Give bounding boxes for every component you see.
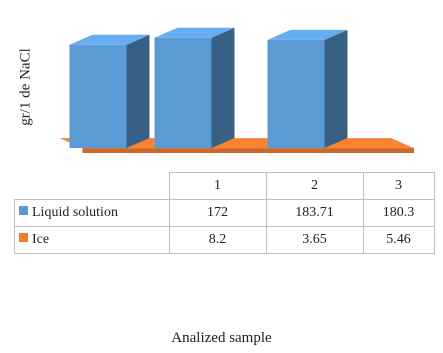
bar-top [69,34,150,45]
y-axis-label: gr/1 de NaCl [17,48,34,126]
bar [267,39,325,148]
table-row-liquid: Liquid solution 172 183.71 180.3 [14,199,435,227]
category-header: 1 [168,172,267,200]
data-label: 172 [168,199,267,227]
series-name: Ice [32,232,50,247]
data-table: 1 2 3 Liquid solution 172 183.71 180.3 I… [14,172,435,254]
series-label-cell: Liquid solution [14,199,170,227]
series-name: Liquid solution [32,205,118,220]
bar-top [154,27,235,38]
table-row-ice: Ice 8.2 3.65 5.46 [14,226,435,254]
data-label: 180.3 [362,199,435,227]
category-header: 3 [362,172,435,200]
series-label-cell: Ice [14,226,170,254]
y-axis-label-box: gr/1 de NaCl [10,12,42,162]
data-label: 183.71 [265,199,364,227]
bar-side [324,29,348,148]
data-label: 3.65 [265,226,364,254]
table-corner-cell [14,172,170,200]
bar-top [267,29,348,40]
legend-swatch-liquid [19,206,28,215]
data-label: 5.46 [362,226,435,254]
bar-side [126,34,150,148]
category-header: 2 [265,172,364,200]
bar [154,37,212,148]
ice-series-front [82,148,414,153]
x-axis-label: Analized sample [171,330,272,346]
legend-swatch-ice [19,233,28,242]
bar-side [211,27,235,148]
bar [69,44,127,148]
chart-plot [59,27,414,153]
data-label: 8.2 [168,226,267,254]
table-header-row: 1 2 3 [14,172,435,200]
